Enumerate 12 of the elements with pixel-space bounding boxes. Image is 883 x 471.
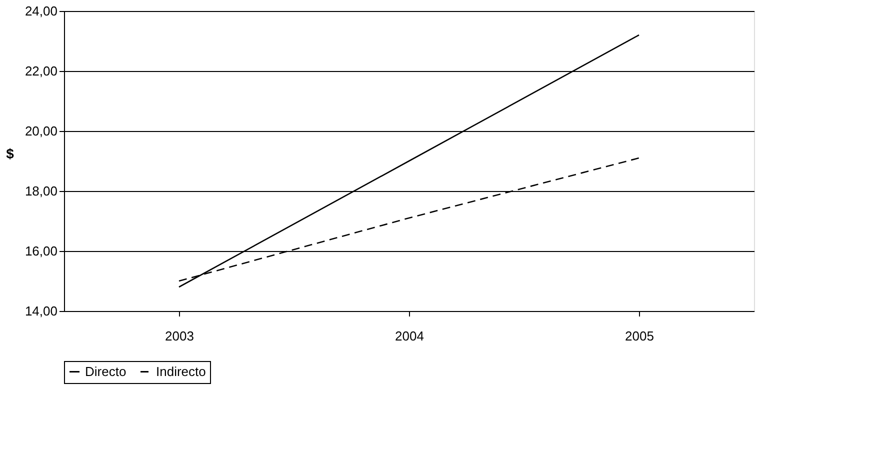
legend-label: Indirecto <box>156 364 206 379</box>
x-tick-label: 2004 <box>395 328 424 344</box>
y-tick-label: 22,00 <box>24 64 58 78</box>
y-tick-label: 24,00 <box>24 4 58 18</box>
x-tick-label: 2003 <box>165 328 194 344</box>
legend-label: Directo <box>85 364 126 379</box>
y-tick-label: 20,00 <box>24 124 58 138</box>
y-tick-label: 18,00 <box>24 184 58 198</box>
x-tick-label: 2005 <box>625 328 654 344</box>
y-axis-title: $ <box>6 146 14 162</box>
y-tick-label: 16,00 <box>24 244 58 258</box>
y-tick-label: 14,00 <box>24 304 58 318</box>
